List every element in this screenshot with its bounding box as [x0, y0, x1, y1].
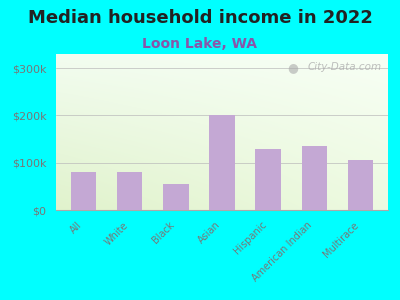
Bar	[163, 184, 188, 210]
Text: Median household income in 2022: Median household income in 2022	[28, 9, 372, 27]
Text: ●: ●	[288, 61, 298, 74]
Bar	[348, 160, 373, 210]
Bar	[71, 172, 96, 210]
Text: Loon Lake, WA: Loon Lake, WA	[142, 38, 258, 52]
Bar	[256, 148, 281, 210]
Text: City-Data.com: City-Data.com	[307, 62, 381, 72]
Bar	[117, 172, 142, 210]
Bar	[209, 116, 235, 210]
Bar	[302, 146, 327, 210]
